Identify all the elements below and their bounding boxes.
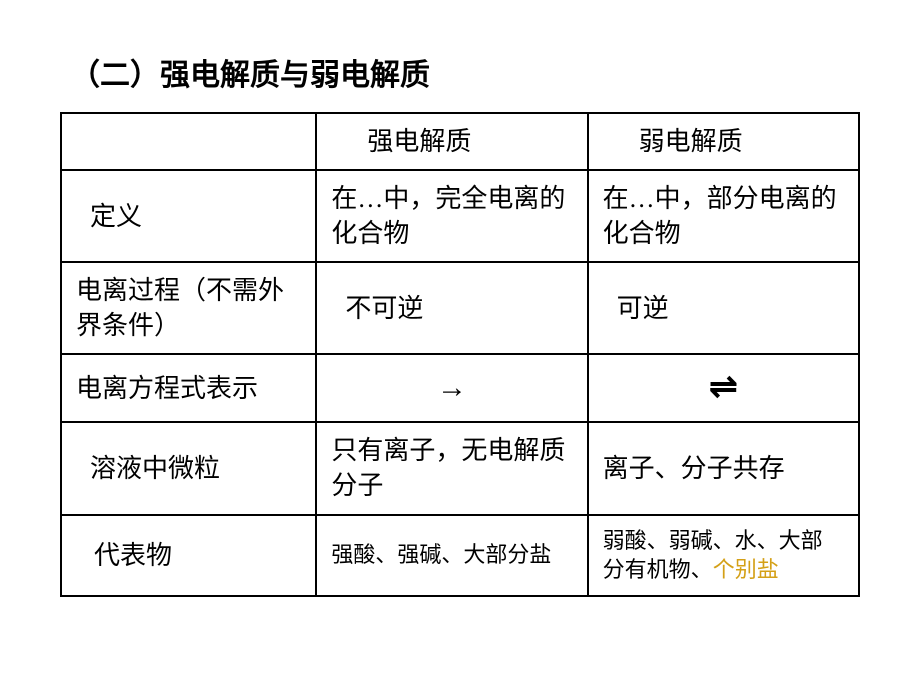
header-weak: 弱电解质	[588, 113, 859, 170]
section-title: （二）强电解质与弱电解质	[70, 50, 860, 94]
header-blank	[61, 113, 316, 170]
definition-strong: 在…中，完全电离的化合物	[316, 170, 587, 262]
definition-label: 定义	[61, 170, 316, 262]
representatives-label: 代表物	[61, 515, 316, 596]
process-weak: 可逆	[588, 262, 859, 354]
equation-label: 电离方程式表示	[61, 354, 316, 422]
comparison-table: 强电解质 弱电解质 定义 在…中，完全电离的化合物 在…中，部分电离的化合物 电…	[60, 112, 860, 597]
row-particles: 溶液中微粒 只有离子，无电解质分子 离子、分子共存	[61, 422, 859, 514]
particles-weak: 离子、分子共存	[588, 422, 859, 514]
table-header-row: 强电解质 弱电解质	[61, 113, 859, 170]
equation-strong-arrow: →	[316, 354, 587, 422]
representatives-weak-highlight: 个别盐	[713, 557, 779, 582]
particles-strong: 只有离子，无电解质分子	[316, 422, 587, 514]
particles-label: 溶液中微粒	[61, 422, 316, 514]
row-process: 电离过程（不需外界条件） 不可逆 可逆	[61, 262, 859, 354]
equation-weak-arrow: ⇌	[588, 354, 859, 422]
definition-weak: 在…中，部分电离的化合物	[588, 170, 859, 262]
representatives-weak: 弱酸、弱碱、水、大部分有机物、个别盐	[588, 515, 859, 596]
header-strong: 强电解质	[316, 113, 587, 170]
row-equation: 电离方程式表示 → ⇌	[61, 354, 859, 422]
row-definition: 定义 在…中，完全电离的化合物 在…中，部分电离的化合物	[61, 170, 859, 262]
representatives-strong: 强酸、强碱、大部分盐	[316, 515, 587, 596]
process-strong: 不可逆	[316, 262, 587, 354]
row-representatives: 代表物 强酸、强碱、大部分盐 弱酸、弱碱、水、大部分有机物、个别盐	[61, 515, 859, 596]
process-label: 电离过程（不需外界条件）	[61, 262, 316, 354]
